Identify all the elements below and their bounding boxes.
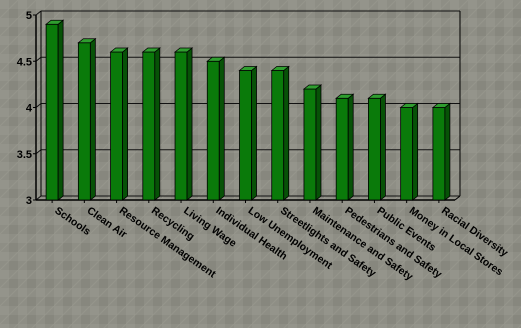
bar-top bbox=[335, 93, 355, 99]
bar bbox=[270, 65, 290, 201]
bar-top bbox=[431, 103, 452, 108]
bar-side bbox=[412, 102, 419, 201]
bar bbox=[302, 84, 323, 201]
bar bbox=[335, 93, 355, 201]
bars bbox=[44, 19, 452, 201]
bar-top bbox=[270, 66, 290, 71]
bar bbox=[173, 47, 194, 201]
bar-top bbox=[238, 66, 258, 71]
bar-front bbox=[335, 97, 349, 201]
bar-side bbox=[251, 65, 257, 201]
gridline-depth bbox=[35, 56, 42, 62]
y-tick-label: 3 bbox=[26, 195, 32, 207]
bar-front bbox=[303, 88, 317, 201]
bar bbox=[109, 47, 129, 201]
bar-side bbox=[57, 19, 64, 201]
bar-front bbox=[110, 51, 123, 201]
bar-top bbox=[206, 56, 226, 62]
bar-top bbox=[44, 19, 65, 25]
y-tick-labels: 3 3.5 4 4.5 5 bbox=[17, 10, 33, 207]
bar-side bbox=[186, 47, 193, 201]
gridline-depth bbox=[35, 149, 42, 155]
bar-front bbox=[368, 97, 381, 201]
bar-front bbox=[271, 70, 285, 201]
bar-side bbox=[347, 93, 354, 201]
bar-side bbox=[89, 37, 96, 201]
bar bbox=[44, 19, 65, 201]
bar bbox=[238, 65, 258, 201]
bar-side bbox=[283, 65, 290, 201]
y-tick-label: 3.5 bbox=[17, 149, 32, 161]
bar-top bbox=[399, 103, 419, 108]
bar-front bbox=[206, 60, 220, 201]
bar-side bbox=[218, 56, 225, 201]
bar bbox=[399, 102, 419, 201]
bar-side bbox=[315, 84, 322, 201]
x-axis-depth bbox=[454, 195, 461, 201]
bar-front bbox=[45, 23, 59, 201]
bar-top bbox=[141, 47, 161, 53]
bar-side bbox=[154, 47, 161, 201]
bar-front bbox=[142, 51, 156, 201]
bar-side bbox=[380, 93, 386, 201]
bar bbox=[141, 47, 161, 201]
bar-side bbox=[444, 102, 451, 201]
bar bbox=[431, 102, 452, 201]
bar bbox=[367, 93, 387, 201]
bar-top bbox=[367, 93, 387, 99]
y-tick-label: 5 bbox=[26, 10, 32, 22]
bar-top bbox=[302, 84, 323, 90]
bar-top bbox=[173, 47, 194, 53]
bar-front bbox=[239, 70, 252, 201]
bar bbox=[77, 37, 97, 201]
gridline-depth bbox=[35, 103, 42, 108]
bar bbox=[206, 56, 226, 201]
y-tick-label: 4.5 bbox=[17, 56, 32, 68]
bar-top bbox=[109, 47, 129, 53]
bar-top bbox=[77, 38, 97, 44]
bar-front bbox=[432, 107, 446, 201]
bar-side bbox=[122, 47, 128, 201]
y-tick-label: 4 bbox=[26, 103, 33, 115]
bar-front bbox=[174, 51, 188, 201]
gridline-depth bbox=[35, 10, 42, 16]
bar-front bbox=[77, 42, 91, 201]
bar-front bbox=[400, 107, 414, 201]
